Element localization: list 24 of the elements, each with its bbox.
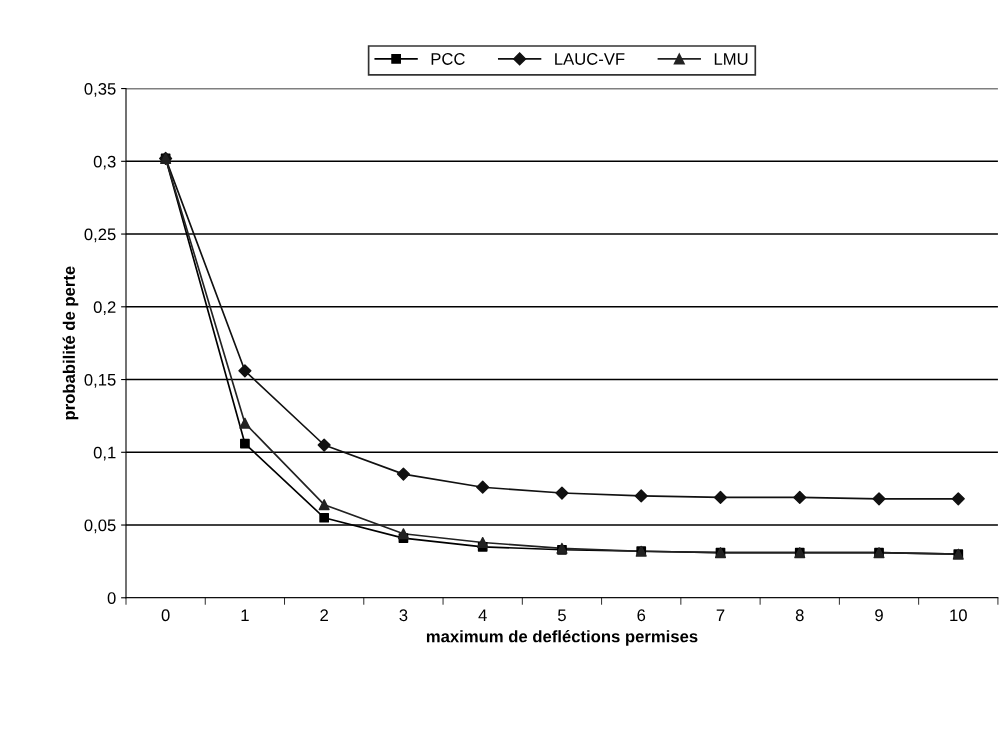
x-tick-label: 9 bbox=[875, 609, 883, 622]
y-tick-label: 0,35 bbox=[84, 82, 116, 97]
y-tick-label: 0,25 bbox=[84, 228, 116, 243]
y-tick-label: 0,15 bbox=[84, 373, 116, 388]
y-tick-label: 0,1 bbox=[93, 446, 116, 461]
x-tick-label: 4 bbox=[478, 609, 487, 621]
x-tick-label: 10 bbox=[950, 609, 967, 622]
x-axis-title: maximum de defléctions permises bbox=[426, 629, 698, 646]
x-tick-label: 2 bbox=[320, 609, 328, 621]
x-tick-label: 7 bbox=[716, 609, 725, 621]
legend-label: LAUC-VF bbox=[555, 53, 625, 65]
x-tick-label: 0 bbox=[161, 609, 170, 622]
y-tick-label: 0,3 bbox=[93, 155, 116, 170]
x-tick-label: 5 bbox=[557, 609, 566, 622]
y-tick-label: 0,2 bbox=[93, 301, 116, 315]
legend-label: LMU bbox=[714, 53, 748, 65]
y-tick-label: 0 bbox=[107, 592, 116, 604]
legend-label: PCC bbox=[431, 53, 465, 65]
x-tick-label: 6 bbox=[637, 609, 646, 622]
y-tick-label: 0,05 bbox=[84, 519, 116, 534]
x-tick-label: 1 bbox=[241, 609, 249, 621]
x-tick-label: 3 bbox=[399, 609, 408, 622]
x-tick-label: 8 bbox=[795, 609, 804, 622]
y-axis-title: probabilité de perte bbox=[62, 266, 79, 420]
